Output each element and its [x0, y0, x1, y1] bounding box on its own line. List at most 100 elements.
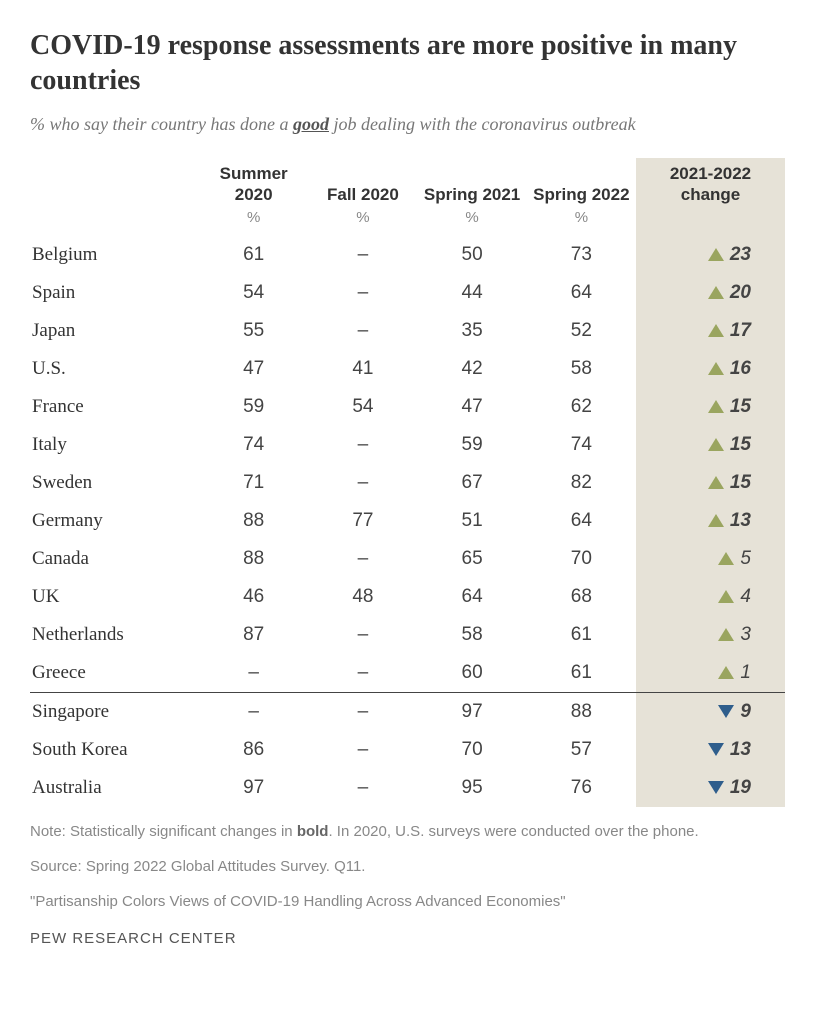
triangle-down-icon [708, 743, 724, 756]
change-cell: 3 [636, 616, 785, 654]
triangle-up-icon [718, 552, 734, 565]
col-header-change: 2021-2022 change [636, 158, 785, 207]
footnote-source: Source: Spring 2022 Global Attitudes Sur… [30, 856, 785, 877]
unit-label: % [199, 207, 308, 236]
triangle-up-icon [708, 476, 724, 489]
value-cell: 61 [199, 236, 308, 274]
value-cell: – [308, 274, 417, 312]
country-cell: U.S. [30, 350, 199, 388]
value-cell: 88 [199, 502, 308, 540]
value-cell: 64 [527, 274, 636, 312]
brand-label: PEW RESEARCH CENTER [30, 930, 785, 947]
table-row: Germany8877516413 [30, 502, 785, 540]
value-cell: – [308, 464, 417, 502]
table-header-row: Summer 2020 Fall 2020 Spring 2021 Spring… [30, 158, 785, 207]
value-cell: 61 [527, 654, 636, 693]
footnote-note: Note: Statistically significant changes … [30, 821, 785, 842]
value-cell: – [199, 693, 308, 732]
country-cell: South Korea [30, 731, 199, 769]
triangle-up-icon [708, 362, 724, 375]
value-cell: 60 [417, 654, 526, 693]
value-cell: 59 [199, 388, 308, 426]
country-cell: Italy [30, 426, 199, 464]
triangle-down-icon [718, 705, 734, 718]
change-value: 15 [730, 434, 751, 455]
value-cell: 50 [417, 236, 526, 274]
value-cell: 52 [527, 312, 636, 350]
change-cell: 19 [636, 769, 785, 807]
value-cell: 48 [308, 578, 417, 616]
value-cell: – [199, 654, 308, 693]
subtitle-prefix: % who say their country has done a [30, 114, 293, 134]
change-cell: 20 [636, 274, 785, 312]
unit-label: % [527, 207, 636, 236]
triangle-up-icon [708, 248, 724, 261]
change-value: 17 [730, 320, 751, 341]
value-cell: 54 [199, 274, 308, 312]
change-cell: 1 [636, 654, 785, 693]
value-cell: 55 [199, 312, 308, 350]
change-value: 20 [730, 282, 751, 303]
value-cell: 68 [527, 578, 636, 616]
country-cell: Australia [30, 769, 199, 807]
value-cell: 46 [199, 578, 308, 616]
triangle-up-icon [708, 438, 724, 451]
change-cell: 16 [636, 350, 785, 388]
table-row: Canada88–65705 [30, 540, 785, 578]
value-cell: 97 [417, 693, 526, 732]
value-cell: 86 [199, 731, 308, 769]
value-cell: – [308, 426, 417, 464]
subtitle-emphasis: good [293, 114, 329, 134]
triangle-down-icon [708, 781, 724, 794]
change-value: 13 [730, 510, 751, 531]
table-row: UK464864684 [30, 578, 785, 616]
value-cell: 65 [417, 540, 526, 578]
change-value: 15 [730, 472, 751, 493]
triangle-up-icon [718, 590, 734, 603]
table-row: Netherlands87–58613 [30, 616, 785, 654]
subtitle-suffix: job dealing with the coronavirus outbrea… [329, 114, 636, 134]
table-row: Australia97–957619 [30, 769, 785, 807]
value-cell: – [308, 654, 417, 693]
change-cell: 15 [636, 464, 785, 502]
value-cell: – [308, 616, 417, 654]
triangle-up-icon [708, 514, 724, 527]
note-suffix: . In 2020, U.S. surveys were conducted o… [328, 823, 698, 840]
value-cell: 70 [417, 731, 526, 769]
country-cell: Singapore [30, 693, 199, 732]
value-cell: 74 [527, 426, 636, 464]
chart-subtitle: % who say their country has done a good … [30, 112, 785, 136]
note-bold: bold [297, 823, 329, 840]
change-value: 19 [730, 777, 751, 798]
value-cell: 59 [417, 426, 526, 464]
change-value: 1 [740, 662, 751, 683]
table-body: Belgium61–507323Spain54–446420Japan55–35… [30, 236, 785, 807]
change-cell: 17 [636, 312, 785, 350]
value-cell: 73 [527, 236, 636, 274]
table-row: Greece––60611 [30, 654, 785, 693]
value-cell: 58 [527, 350, 636, 388]
table-row: Sweden71–678215 [30, 464, 785, 502]
value-cell: – [308, 540, 417, 578]
triangle-up-icon [708, 400, 724, 413]
change-cell: 13 [636, 502, 785, 540]
value-cell: 51 [417, 502, 526, 540]
triangle-up-icon [708, 286, 724, 299]
value-cell: 62 [527, 388, 636, 426]
change-cell: 5 [636, 540, 785, 578]
table-unit-row: % % % % [30, 207, 785, 236]
value-cell: – [308, 693, 417, 732]
country-cell: Greece [30, 654, 199, 693]
table-row: Belgium61–507323 [30, 236, 785, 274]
value-cell: 47 [417, 388, 526, 426]
country-cell: UK [30, 578, 199, 616]
change-cell: 13 [636, 731, 785, 769]
value-cell: 61 [527, 616, 636, 654]
table-row: Italy74–597415 [30, 426, 785, 464]
value-cell: 88 [199, 540, 308, 578]
value-cell: 64 [527, 502, 636, 540]
change-value: 9 [740, 701, 751, 722]
table-row: Singapore––97889 [30, 693, 785, 732]
value-cell: 54 [308, 388, 417, 426]
table-row: Japan55–355217 [30, 312, 785, 350]
